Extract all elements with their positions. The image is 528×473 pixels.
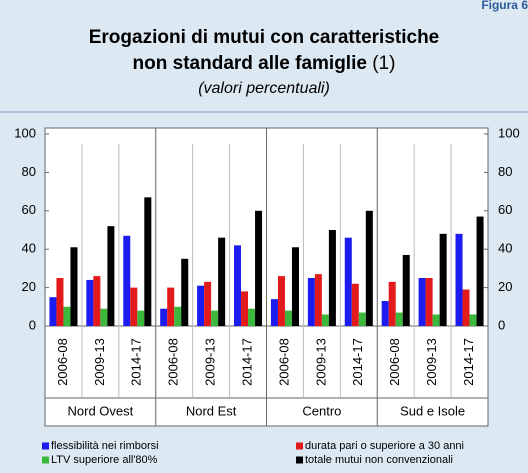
x-tick-label: 2006-08 [55, 338, 70, 386]
bar [365, 210, 373, 326]
bar [167, 287, 175, 326]
chart-subtitle: (valori percentuali) [198, 80, 330, 97]
bar [425, 278, 433, 326]
bar [358, 312, 366, 326]
bar [123, 235, 131, 326]
bar [107, 226, 115, 326]
y-tick-label: 100 [14, 125, 36, 140]
legend-label: durata pari o superiore a 30 anni [305, 440, 464, 452]
bar [270, 299, 278, 326]
x-tick-label: 2006-08 [276, 338, 291, 386]
legend-label: flessibilità nei rimborsi [51, 440, 159, 452]
bar [388, 281, 396, 326]
y2-tick-label: 20 [498, 279, 512, 294]
x-tick-label: 2006-08 [387, 338, 402, 386]
bar [344, 237, 352, 326]
chart-title: Erogazioni di mutui con caratteristiche [89, 27, 440, 48]
bar [49, 297, 57, 326]
legend-label: LTV superiore all'80% [51, 454, 158, 466]
x-tick-label: 2014-17 [461, 338, 476, 386]
bar [241, 291, 249, 326]
bar [328, 230, 336, 326]
group-label: Nord Est [186, 403, 237, 418]
y-tick-label: 80 [22, 164, 36, 179]
x-tick-label: 2009-13 [313, 338, 328, 386]
legend-swatch [296, 442, 303, 450]
bar [291, 247, 299, 326]
x-tick-label: 2014-17 [129, 338, 144, 386]
bar [381, 301, 389, 326]
y-tick-label: 20 [22, 279, 36, 294]
bar [462, 289, 470, 326]
bar [218, 237, 226, 326]
x-tick-label: 2014-17 [350, 338, 365, 386]
bar [100, 308, 108, 326]
bar [160, 308, 168, 326]
legend-swatch [296, 456, 303, 464]
bar [321, 314, 329, 326]
bar [314, 274, 322, 326]
bar [248, 308, 256, 326]
x-tick-label: 2006-08 [166, 338, 181, 386]
y-tick-label: 40 [22, 241, 36, 256]
bar [204, 281, 212, 326]
bar [234, 245, 242, 326]
bar [284, 310, 292, 326]
legend-swatch [42, 456, 49, 464]
title-line: non standard alle famiglie [133, 53, 367, 74]
group-label: Nord Ovest [68, 403, 134, 418]
bar [181, 258, 189, 326]
legend-label: totale mutui non convenzionali [305, 454, 453, 466]
x-tick-label: 2009-13 [424, 338, 439, 386]
x-tick-label: 2009-13 [203, 338, 218, 386]
bar [93, 276, 101, 326]
bar [255, 210, 263, 326]
bar [211, 310, 219, 326]
chart-title: non standard alle famiglie (1) [133, 53, 396, 74]
y-tick-label: 60 [22, 202, 36, 217]
bar [174, 306, 182, 326]
figure-label: Figura 6 [481, 0, 528, 12]
bar [197, 285, 205, 326]
bar [402, 254, 410, 326]
y2-tick-label: 0 [498, 317, 505, 332]
bar [70, 247, 78, 326]
group-label: Sud e Isole [400, 403, 465, 418]
x-tick-label: 2009-13 [92, 338, 107, 386]
bar [63, 306, 71, 326]
y2-tick-label: 40 [498, 241, 512, 256]
bar [144, 197, 152, 326]
y-tick-label: 0 [29, 317, 36, 332]
bar [137, 310, 145, 326]
legend-swatch [42, 442, 49, 450]
y2-tick-label: 60 [498, 202, 512, 217]
bar [439, 233, 447, 326]
bar [455, 233, 463, 326]
bar [130, 287, 138, 326]
y2-tick-label: 100 [498, 125, 520, 140]
bar [277, 276, 285, 326]
bar [432, 314, 440, 326]
y2-tick-label: 80 [498, 164, 512, 179]
bar [469, 314, 477, 326]
bar [395, 312, 403, 326]
bar [476, 216, 484, 326]
bar [351, 283, 359, 326]
bar [307, 278, 315, 326]
x-tick-label: 2014-17 [239, 338, 254, 386]
bar [418, 278, 426, 326]
bar [86, 279, 94, 326]
group-label: Centro [302, 403, 341, 418]
title-note: (1) [372, 53, 395, 74]
bar [56, 278, 64, 326]
